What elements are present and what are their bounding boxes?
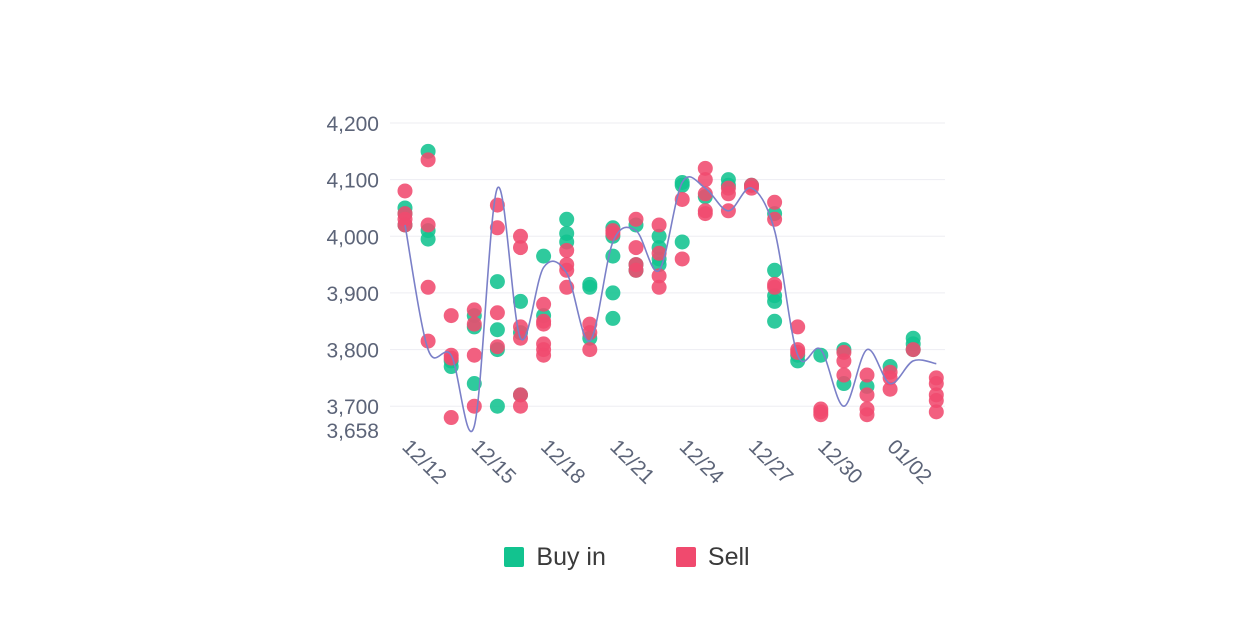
point-sell: [859, 367, 875, 383]
chart-legend: Buy in Sell: [0, 540, 1254, 574]
point-buy-in: [420, 231, 436, 247]
legend-swatch-sell: [675, 547, 696, 567]
point-sell: [536, 316, 552, 332]
legend-item-buy-in[interactable]: Buy in: [504, 542, 606, 572]
point-buy-in: [582, 279, 598, 295]
point-buy-in: [767, 313, 783, 329]
point-sell: [559, 262, 575, 278]
point-sell: [582, 342, 598, 358]
point-sell: [651, 245, 667, 261]
point-sell: [420, 217, 436, 233]
point-buy-in: [489, 322, 505, 338]
point-buy-in: [605, 310, 621, 326]
point-sell: [489, 220, 505, 236]
point-sell: [443, 410, 459, 426]
point-sell: [882, 370, 898, 386]
point-sell: [466, 316, 482, 332]
point-sell: [489, 339, 505, 355]
y-tick-label: 4,000: [326, 226, 379, 249]
point-sell: [559, 242, 575, 258]
point-buy-in: [651, 228, 667, 244]
point-sell: [697, 172, 713, 188]
point-sell: [628, 211, 644, 227]
point-sell: [489, 305, 505, 321]
point-sell: [605, 225, 621, 241]
point-sell: [767, 211, 783, 227]
point-sell: [536, 296, 552, 312]
point-buy-in: [489, 274, 505, 290]
point-buy-in: [605, 285, 621, 301]
x-tick-label: 12/24: [675, 435, 729, 489]
legend-label-sell: Sell: [707, 542, 750, 571]
point-sell: [790, 344, 806, 360]
point-sell: [720, 186, 736, 202]
point-sell: [513, 398, 528, 414]
y-tick-label: 4,200: [326, 113, 379, 136]
point-sell: [697, 206, 713, 222]
point-sell: [813, 407, 829, 423]
point-sell: [466, 302, 482, 318]
point-sell: [513, 240, 528, 256]
x-tick-label: 01/02: [883, 435, 936, 488]
point-sell: [928, 393, 944, 409]
point-buy-in: [674, 234, 690, 250]
point-buy-in: [559, 211, 575, 227]
point-sell: [628, 262, 644, 278]
point-sell: [905, 342, 921, 358]
x-tick-label: 12/21: [605, 435, 658, 488]
x-tick-label: 12/15: [467, 435, 520, 488]
y-tick-label: 3,658: [326, 420, 379, 443]
x-tick-label: 12/27: [744, 435, 797, 488]
y-tick-label: 3,900: [326, 283, 379, 306]
point-sell: [674, 251, 690, 267]
point-sell: [651, 268, 667, 284]
legend-swatch-buy-in: [504, 547, 525, 567]
point-buy-in: [513, 293, 528, 309]
point-buy-in: [767, 262, 783, 278]
point-buy-in: [767, 293, 783, 309]
point-sell: [859, 387, 875, 403]
point-sell: [928, 404, 944, 420]
point-buy-in: [674, 177, 690, 193]
point-sell: [420, 152, 436, 168]
point-sell: [628, 240, 644, 256]
point-sell: [466, 347, 482, 363]
trend-line: [404, 176, 937, 433]
point-sell: [397, 183, 413, 199]
point-sell: [443, 308, 459, 324]
point-sell: [767, 194, 783, 210]
point-buy-in: [536, 248, 552, 264]
point-sell: [859, 407, 875, 423]
point-sell: [466, 398, 482, 414]
point-sell: [790, 319, 806, 335]
point-sell: [651, 279, 667, 295]
point-sell: [767, 279, 783, 295]
point-sell: [582, 325, 598, 341]
point-sell: [928, 376, 944, 392]
point-sell: [882, 381, 898, 397]
point-sell: [420, 333, 436, 349]
y-tick-label: 3,700: [326, 396, 379, 419]
point-sell: [536, 347, 552, 363]
y-tick-label: 3,800: [326, 340, 379, 363]
point-sell: [697, 186, 713, 202]
point-sell: [836, 353, 852, 369]
x-tick-label: 12/18: [536, 435, 589, 488]
point-sell: [697, 160, 713, 176]
point-sell: [443, 350, 459, 366]
x-tick-label: 12/30: [813, 435, 866, 488]
point-sell: [651, 217, 667, 233]
point-sell: [420, 279, 436, 295]
x-tick-label: 12/12: [397, 435, 450, 488]
point-buy-in: [489, 398, 505, 414]
legend-item-sell[interactable]: Sell: [675, 542, 750, 572]
point-sell: [836, 367, 852, 383]
point-sell: [513, 387, 528, 403]
point-buy-in: [466, 376, 482, 392]
legend-label-buy-in: Buy in: [536, 542, 606, 571]
y-tick-label: 4,100: [326, 170, 379, 193]
point-sell: [513, 228, 528, 244]
